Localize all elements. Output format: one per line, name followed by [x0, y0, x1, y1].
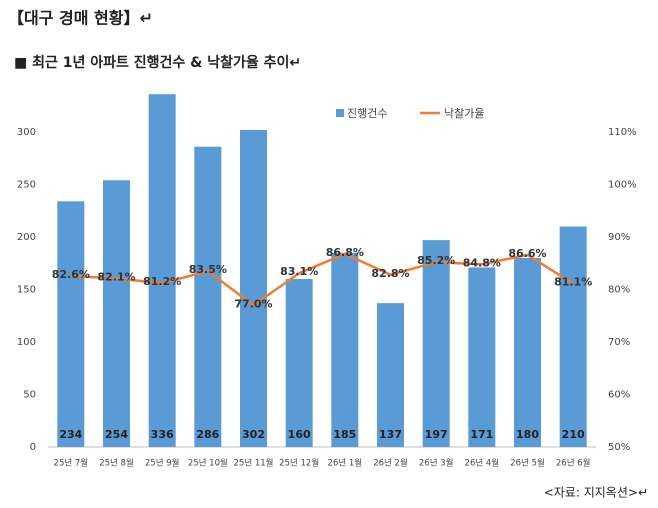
y2-tick-label: 90% — [608, 232, 630, 243]
x-tick-label: 26년 5월 — [510, 458, 545, 469]
y2-tick-label: 110% — [608, 127, 637, 138]
line-label: 82.1% — [97, 270, 135, 283]
line-label: 83.5% — [189, 263, 227, 276]
x-tick-label: 25년 12월 — [279, 458, 319, 469]
x-tick-label: 26년 4월 — [465, 458, 500, 469]
bar-label: 336 — [151, 428, 174, 441]
chart-title: 【대구 경매 현황】↵ — [8, 9, 153, 28]
bar — [331, 252, 359, 447]
y2-tick-label: 50% — [608, 442, 630, 453]
bar-label: 254 — [105, 428, 128, 441]
chart-subtitle: ■ 최근 1년 아파트 진행건수 & 낙찰가율 추이↵ — [14, 54, 301, 71]
x-tick-label: 25년 8월 — [99, 458, 134, 469]
x-tick-label: 25년 10월 — [188, 458, 228, 469]
y-tick-label: 50 — [23, 390, 36, 401]
bar — [285, 279, 313, 447]
source-note: <자료: 지지옥션>↵ — [544, 486, 648, 500]
bar-label: 234 — [59, 428, 82, 441]
bar-label: 197 — [425, 428, 448, 441]
line-label: 84.8% — [463, 256, 501, 269]
bar — [559, 226, 587, 447]
line-label: 81.2% — [143, 275, 181, 288]
x-tick-label: 25년 11월 — [234, 458, 274, 469]
bar-label: 171 — [470, 428, 493, 441]
x-tick-label: 26년 3월 — [419, 458, 454, 469]
y-tick-label: 150 — [17, 285, 36, 296]
y2-tick-label: 80% — [608, 285, 630, 296]
y2-tick-label: 70% — [608, 337, 630, 348]
line-label: 86.8% — [326, 246, 364, 259]
bar-label: 137 — [379, 428, 402, 441]
line-label: 86.6% — [508, 247, 546, 260]
bar — [240, 129, 267, 447]
bar — [514, 258, 541, 447]
y-tick-label: 300 — [17, 127, 36, 138]
bar — [422, 240, 450, 447]
x-tick-label: 26년 2월 — [373, 458, 408, 469]
line — [70, 252, 574, 307]
x-tick-label: 25년 9월 — [145, 458, 180, 469]
legend-swatch — [336, 109, 344, 117]
y2-tick-label: 60% — [608, 390, 630, 401]
legend-label: 낙찰가율 — [444, 107, 484, 120]
y2-tick-label: 100% — [608, 180, 637, 191]
x-tick-label: 26년 1월 — [328, 458, 363, 469]
bar — [468, 267, 496, 447]
y-tick-label: 100 — [17, 337, 36, 348]
bar-label: 210 — [562, 428, 585, 441]
y-tick-label: 200 — [17, 232, 36, 243]
line-label: 83.1% — [280, 265, 318, 278]
bar-label: 185 — [333, 428, 356, 441]
line-label: 81.1% — [554, 276, 592, 289]
y-tick-label: 250 — [17, 180, 36, 191]
bar-label: 286 — [196, 428, 219, 441]
line-label: 82.6% — [52, 268, 90, 281]
bar-label: 180 — [516, 428, 539, 441]
line-label: 77.0% — [234, 297, 272, 310]
bar — [377, 303, 404, 447]
bar — [148, 94, 176, 447]
bar-label: 160 — [288, 428, 311, 441]
bar-label: 302 — [242, 428, 265, 441]
bar — [194, 146, 222, 447]
legend-label: 진행건수 — [347, 107, 387, 120]
bar — [57, 201, 85, 447]
x-tick-label: 26년 6월 — [556, 458, 591, 469]
line-label: 85.2% — [417, 254, 455, 267]
bar — [103, 180, 130, 448]
x-tick-label: 25년 7월 — [54, 458, 89, 469]
y-tick-label: 0 — [30, 442, 36, 453]
line-label: 82.8% — [371, 267, 409, 280]
